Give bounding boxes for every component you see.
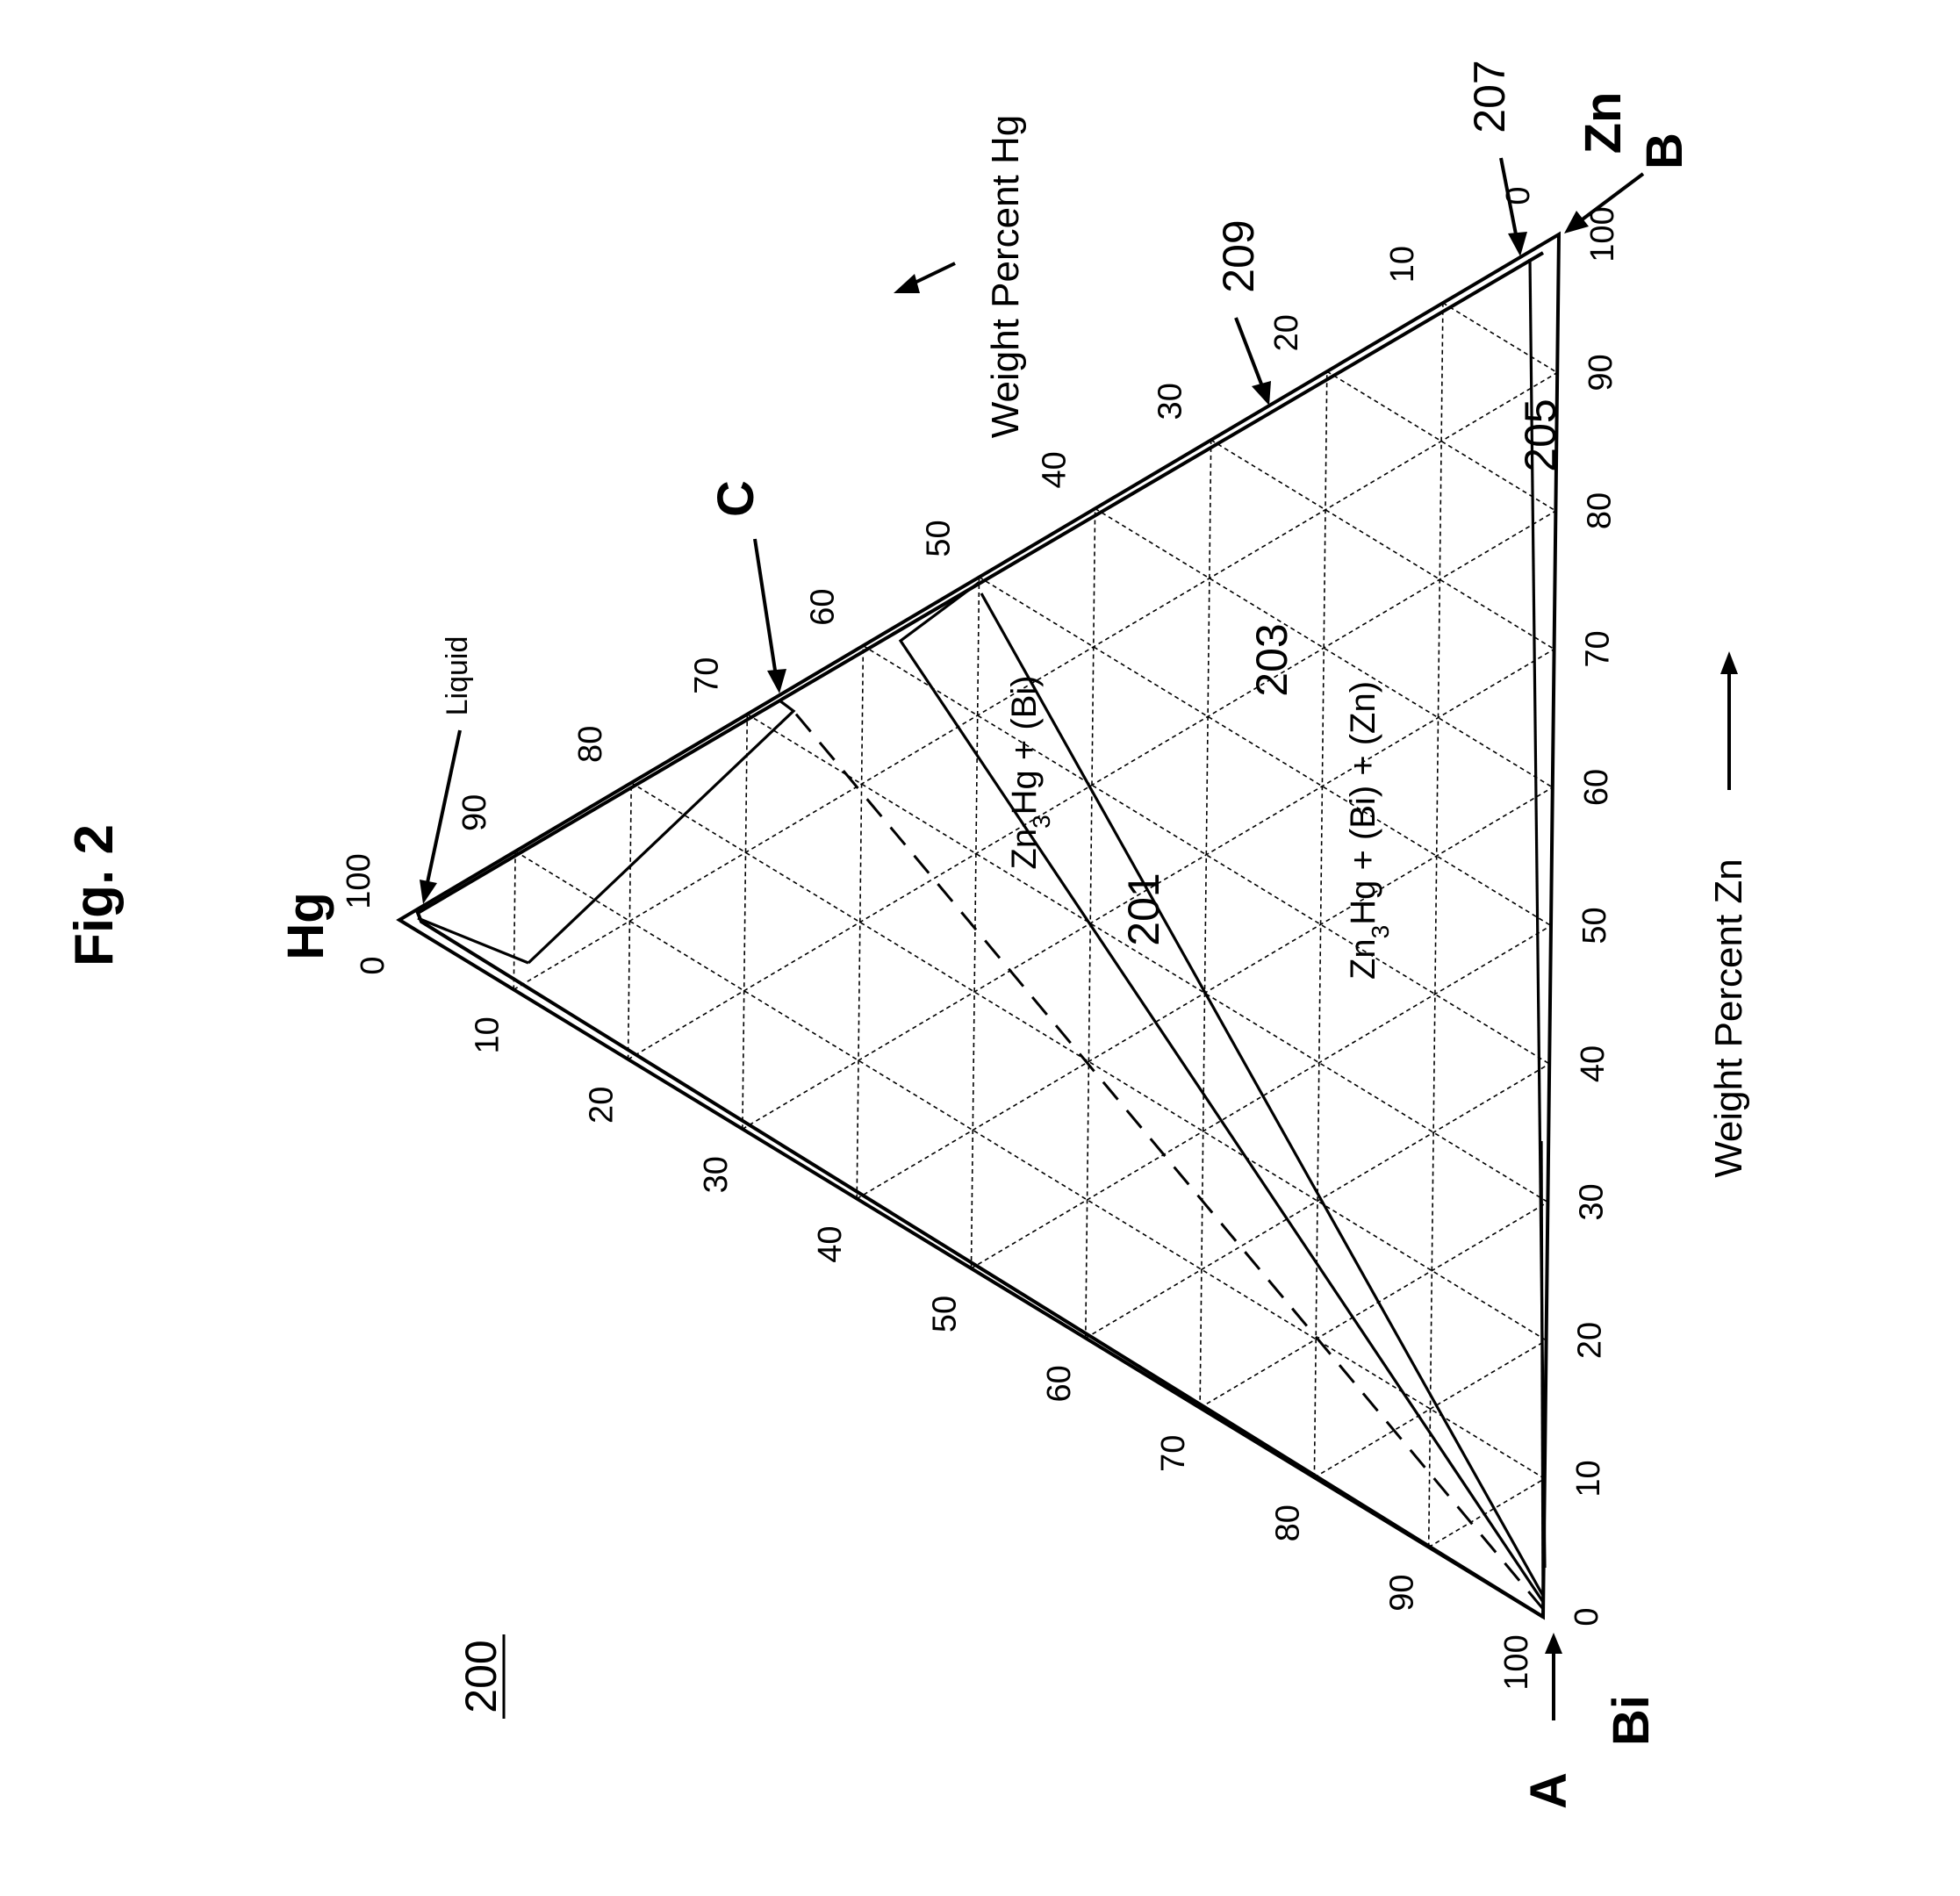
tick-bottom-1: 10 <box>1570 1460 1607 1497</box>
grid-line-hg-1 <box>513 851 516 990</box>
grid-line-zn-1 <box>1442 302 1558 374</box>
tick-bottom-7: 70 <box>1580 630 1617 667</box>
callout-liquid: Liquid <box>441 636 474 716</box>
vertex-zn-label: Zn <box>1575 92 1632 154</box>
figure-title: Fig. 2 <box>64 824 125 966</box>
callout-209-arrow <box>1234 317 1271 406</box>
grid-line-hg-5 <box>970 577 980 1269</box>
tick-bottom-3: 30 <box>1573 1183 1610 1220</box>
tie-line-203 <box>980 592 1545 1597</box>
region-label-zn3hg-bi: Zn3Hg + (Bi) <box>1005 675 1055 869</box>
callout-a: A <box>1520 1772 1577 1809</box>
tick-bottom-10: 100 <box>1584 206 1621 262</box>
tick-bottom-5: 50 <box>1576 907 1613 944</box>
grid-line-hg-7 <box>1199 440 1212 1408</box>
tick-left-4: 40 <box>812 1225 849 1262</box>
grid-line-bi-1 <box>1428 1477 1546 1548</box>
tick-bottom-9: 90 <box>1583 354 1619 391</box>
tick-labels: 0102030405060708090100100908070605040302… <box>341 186 1621 1690</box>
dashed-tie-line <box>792 710 1545 1610</box>
tick-bottom-8: 80 <box>1581 492 1618 529</box>
callout-liquid-arrow <box>420 729 462 904</box>
tick-left-10: 100 <box>1498 1634 1535 1690</box>
tie-line-201 <box>898 580 1545 1603</box>
tick-right-8: 20 <box>1268 314 1305 351</box>
callout-207: 207 <box>1465 60 1514 133</box>
callout-c: C <box>707 480 765 517</box>
tick-left-9: 90 <box>1384 1574 1421 1611</box>
grid-line-zn-3 <box>1210 439 1555 650</box>
tick-left-8: 80 <box>1269 1505 1306 1541</box>
tick-bottom-6: 60 <box>1578 769 1615 806</box>
grid-line-zn-2 <box>1326 370 1556 512</box>
boundary-from-c <box>527 699 796 965</box>
tick-left-3: 30 <box>698 1156 735 1193</box>
axis-title-zn: Weight Percent Zn <box>1707 858 1750 1178</box>
callout-b-arrow <box>1564 172 1645 233</box>
tick-bottom-2: 20 <box>1572 1322 1609 1359</box>
tick-right-4: 60 <box>804 588 841 625</box>
tick-left-1: 10 <box>469 1016 506 1053</box>
axis-title-hg: Weight Percent Hg <box>984 115 1027 438</box>
tick-right-1: 90 <box>456 794 493 831</box>
tick-bottom-0: 0 <box>1569 1607 1605 1626</box>
callout-205: 205 <box>1516 399 1565 471</box>
tick-left-5: 50 <box>927 1296 964 1332</box>
tick-left-7: 70 <box>1155 1435 1192 1472</box>
grid-line-bi-7 <box>742 648 1555 1130</box>
ref-number: 200 <box>456 1634 506 1719</box>
phase-boundaries <box>415 251 1547 1619</box>
tick-bottom-4: 40 <box>1575 1045 1612 1082</box>
boundary-209 <box>415 251 1545 1619</box>
region-label-zn3hg-bi-zn: Zn3Hg + (Bi) + (Zn) <box>1344 681 1394 980</box>
tick-right-7: 30 <box>1152 383 1189 420</box>
tick-right-2: 80 <box>572 726 609 763</box>
callout-207-arrow <box>1499 157 1527 256</box>
callout-c-arrow <box>753 538 786 693</box>
grid-line-zn-7 <box>746 714 1548 1203</box>
triangle-frame <box>396 231 1562 1620</box>
callout-b: B <box>1636 133 1693 169</box>
tick-right-3: 70 <box>688 657 725 694</box>
grid-line-hg-3 <box>742 714 749 1130</box>
grid-line-zn-9 <box>514 851 1546 1480</box>
callout-201: 201 <box>1119 873 1168 945</box>
tick-left-6: 60 <box>1041 1365 1078 1402</box>
tick-left-2: 20 <box>584 1087 621 1124</box>
grid-line-zn-4 <box>1095 507 1554 788</box>
tie-line-zn-side <box>1540 1140 1545 1607</box>
callout-209: 209 <box>1214 219 1263 292</box>
grid-line-bi-3 <box>1199 1201 1548 1409</box>
callout-203: 203 <box>1247 623 1296 696</box>
tick-right-0: 100 <box>341 853 377 908</box>
tick-right-5: 50 <box>921 520 958 557</box>
tick-right-9: 10 <box>1384 246 1421 283</box>
vertex-hg-label: Hg <box>277 892 334 959</box>
axis-arrow-zn <box>1720 651 1738 790</box>
grid-line-zn-5 <box>979 576 1552 927</box>
axis-arrow-hg <box>894 262 956 293</box>
tick-left-0: 0 <box>355 956 391 974</box>
ref-number-text: 200 <box>456 1640 506 1713</box>
grid-line-bi-5 <box>971 924 1552 1269</box>
ternary-grid <box>513 302 1558 1548</box>
grid-line-zn-8 <box>630 782 1547 1341</box>
liquid-boundary <box>417 916 529 965</box>
grid-line-hg-8 <box>1313 371 1328 1478</box>
tick-right-6: 40 <box>1037 451 1073 488</box>
grid-line-hg-9 <box>1427 303 1444 1548</box>
callout-a-arrow <box>1545 1633 1562 1720</box>
vertex-bi-label: Bi <box>1603 1695 1660 1746</box>
grid-line-bi-8 <box>628 510 1556 1060</box>
